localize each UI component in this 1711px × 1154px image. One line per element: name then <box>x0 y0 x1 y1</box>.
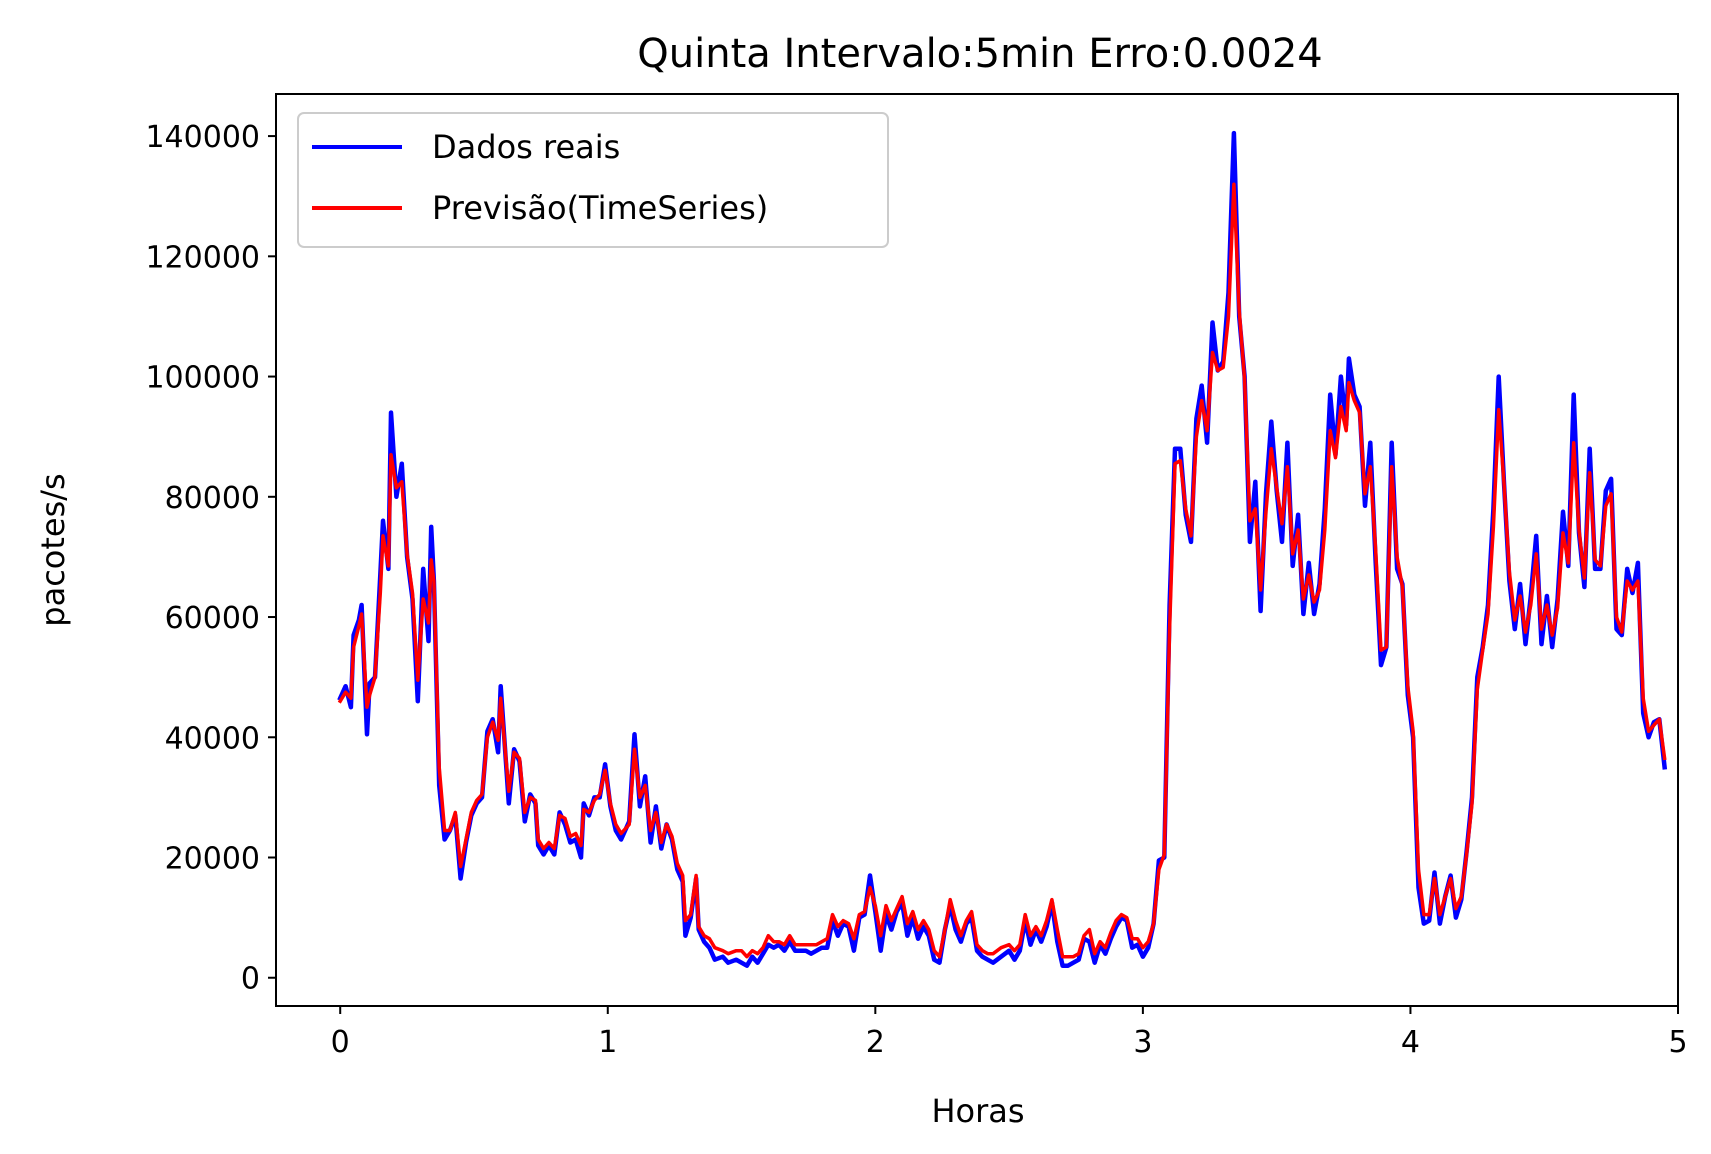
x-tick-label: 0 <box>331 1025 350 1060</box>
x-tick-label: 3 <box>1133 1025 1152 1060</box>
legend-label-dados-reais: Dados reais <box>432 128 620 166</box>
y-axis: 0 20000 40000 60000 80000 100000 120000 140000 <box>145 120 276 997</box>
x-tick-label: 5 <box>1668 1025 1687 1060</box>
y-tick-label: 80000 <box>165 481 260 516</box>
y-tick-label: 20000 <box>165 842 260 877</box>
x-axis-label: Horas <box>931 1092 1024 1130</box>
y-tick-label: 120000 <box>145 240 260 275</box>
series-line-previsao <box>337 182 1667 959</box>
y-tick-label: 100000 <box>145 361 260 396</box>
y-tick-label: 140000 <box>145 120 260 155</box>
y-tick-label: 60000 <box>165 601 260 636</box>
series-line-dados-reais <box>337 130 1668 968</box>
legend-box <box>297 112 889 248</box>
plot-frame <box>275 93 1679 1007</box>
x-tick-label: 1 <box>598 1025 617 1060</box>
y-tick-label: 0 <box>241 962 260 997</box>
x-tick-label: 4 <box>1401 1025 1420 1060</box>
chart-title: Quinta Intervalo:5min Erro:0.0024 <box>637 31 1322 77</box>
series-layer <box>337 130 1668 968</box>
x-tick-label: 2 <box>866 1025 885 1060</box>
y-tick-label: 40000 <box>165 721 260 756</box>
legend-label-previsao: Previsão(TimeSeries) <box>432 189 768 227</box>
legend: Dados reais Previsão(TimeSeries) <box>297 112 889 248</box>
x-axis: 0 1 2 3 4 5 <box>331 1006 1688 1060</box>
y-axis-label: pacotes/s <box>34 473 72 626</box>
